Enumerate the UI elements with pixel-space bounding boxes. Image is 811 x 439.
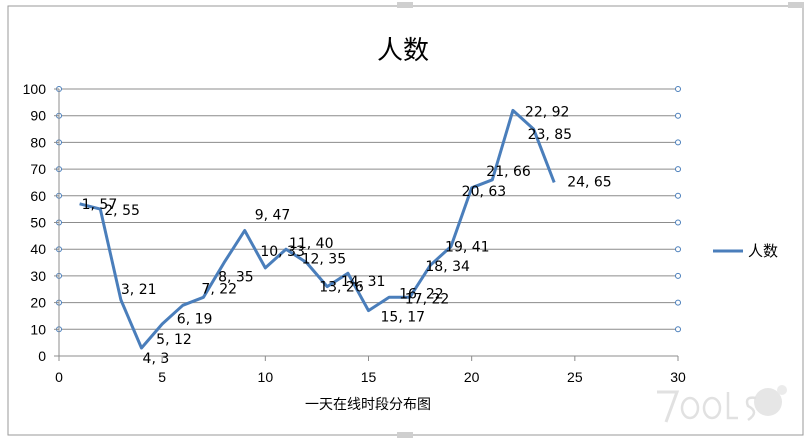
gridline-handle	[675, 272, 681, 279]
gridline-handle	[675, 192, 681, 199]
gridline-handle	[675, 326, 681, 333]
data-label: 22, 92	[525, 104, 570, 120]
gridline-handle	[675, 86, 681, 92]
data-label: 19, 41	[445, 240, 490, 256]
y-tick-label: 70	[30, 161, 46, 177]
data-labels: 1, 572, 55 3, 21 4, 3 5, 12 6, 19 7, 228, 35 9…	[82, 104, 612, 367]
data-label: 3, 21	[121, 282, 157, 298]
y-tick-label: 80	[30, 134, 46, 150]
x-tick-label: 30	[670, 369, 686, 385]
data-label: 12, 35	[302, 252, 347, 268]
x-tick-label: 20	[464, 369, 480, 385]
legend-label: 人数	[748, 242, 778, 260]
data-label: 15, 17	[381, 310, 426, 326]
data-label: 21, 66	[486, 164, 531, 180]
series-line	[79, 108, 556, 350]
y-tick-label: 60	[30, 188, 46, 204]
data-label: 24, 65	[567, 174, 612, 190]
y-tick-label: 20	[30, 295, 46, 311]
gridline-handle	[675, 166, 681, 173]
resize-handle-bottom[interactable]	[397, 432, 413, 438]
data-label: 7, 22	[201, 281, 237, 297]
watermark-logo	[657, 385, 787, 423]
series-line-renshu	[79, 108, 556, 350]
x-axis-ticks: 0 5 10 15 20 25 30	[55, 356, 686, 385]
data-label: 11, 40	[289, 236, 334, 252]
y-tick-label: 90	[30, 108, 46, 124]
data-label: 23, 85	[528, 127, 573, 143]
data-label: 14, 31	[341, 274, 386, 290]
data-label: 17, 22	[405, 291, 450, 307]
chart-border	[7, 5, 804, 436]
y-tick-label: 30	[30, 268, 46, 284]
data-label: 10, 33	[260, 244, 305, 260]
x-tick-label: 5	[158, 369, 166, 385]
legend: 人数	[713, 242, 778, 260]
y-tick-label: 10	[30, 321, 46, 337]
resize-handle-top[interactable]	[397, 2, 413, 8]
data-label: 9, 47	[255, 208, 291, 224]
y-axis-ticks: 0 10 20 30 40 50 60 70 80 90 100	[23, 81, 59, 364]
chart-title: 人数	[377, 36, 429, 66]
data-label: 8, 35	[218, 270, 254, 286]
y-tick-label: 100	[23, 81, 47, 97]
data-label: 18, 34	[425, 259, 470, 275]
data-label: 4, 3	[143, 351, 170, 367]
x-tick-label: 15	[361, 369, 377, 385]
gridline-handle	[675, 219, 681, 226]
data-label: 5, 12	[156, 332, 192, 348]
x-tick-label: 0	[55, 369, 63, 385]
gridline-handle	[675, 139, 681, 146]
data-label: 6, 19	[177, 311, 213, 327]
gridline-handle	[675, 112, 681, 119]
y-tick-label: 0	[38, 348, 46, 364]
y-tick-label: 50	[30, 215, 46, 231]
gridline-handle	[675, 299, 681, 306]
resize-handle-corner[interactable]	[788, 2, 804, 8]
data-label: 1, 57	[82, 197, 118, 213]
x-tick-label: 25	[567, 369, 583, 385]
x-axis-title: 一天在线时段分布图	[305, 397, 431, 413]
x-tick-label: 10	[258, 369, 274, 385]
data-label: 13, 26	[319, 280, 364, 296]
gridline-handle	[675, 246, 681, 253]
data-label: 16, 22	[399, 286, 444, 302]
data-label: 20, 63	[462, 184, 507, 200]
data-label: 2, 55	[104, 203, 140, 219]
y-tick-label: 40	[30, 241, 46, 257]
